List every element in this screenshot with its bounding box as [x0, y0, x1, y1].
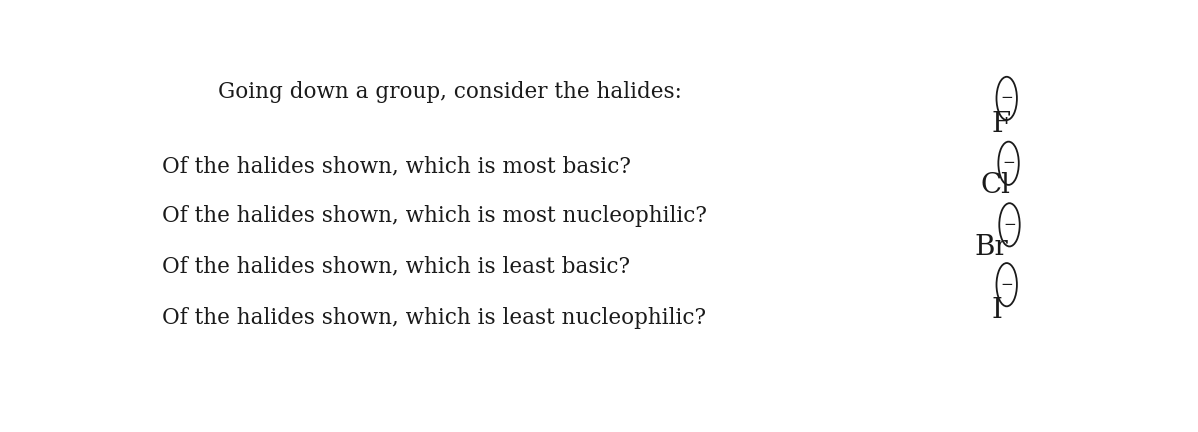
Text: Going down a group, consider the halides:: Going down a group, consider the halides… [218, 81, 682, 103]
Text: Of the halides shown, which is most basic?: Of the halides shown, which is most basi… [162, 156, 630, 178]
Text: I: I [992, 297, 1003, 324]
Text: −: − [1003, 218, 1016, 232]
Text: −: − [1000, 92, 1014, 105]
Text: −: − [1003, 156, 1015, 170]
Text: F: F [992, 111, 1011, 138]
Text: Of the halides shown, which is least nucleophilic?: Of the halides shown, which is least nuc… [162, 307, 706, 329]
Text: Br: Br [974, 234, 1008, 261]
Text: Of the halides shown, which is most nucleophilic?: Of the halides shown, which is most nucl… [162, 206, 707, 228]
Text: Cl: Cl [981, 172, 1011, 199]
Text: Of the halides shown, which is least basic?: Of the halides shown, which is least bas… [162, 255, 630, 277]
Text: −: − [1000, 278, 1014, 292]
